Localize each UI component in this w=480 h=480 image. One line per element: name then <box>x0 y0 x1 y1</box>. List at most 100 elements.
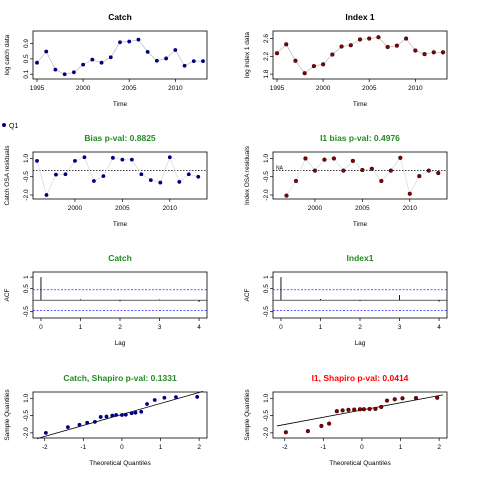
data-point <box>311 64 316 69</box>
data-point <box>440 50 446 55</box>
x-tick-label: 2000 <box>76 85 91 92</box>
plot-frame <box>32 391 208 439</box>
y-tick-label: -0.5 <box>263 171 270 183</box>
data-point <box>101 174 106 179</box>
data-point <box>413 395 419 401</box>
data-point <box>283 430 288 435</box>
x-tick-label: 2000 <box>316 85 331 92</box>
data-point <box>167 155 172 160</box>
y-tick-label: -0.5 <box>263 306 270 318</box>
plot-frame <box>272 271 448 319</box>
data-point <box>139 172 144 177</box>
series-line <box>276 36 443 74</box>
data-point <box>339 44 344 49</box>
data-point <box>341 168 346 173</box>
y-tick-label: 2.2 <box>263 51 270 60</box>
data-point <box>44 49 49 54</box>
x-axis-label: Time <box>113 221 128 228</box>
y-tick-label: -2.0 <box>23 427 30 439</box>
data-point <box>158 180 163 185</box>
data-point <box>385 44 390 50</box>
panel-title: Catch <box>108 253 132 263</box>
data-point <box>129 157 134 162</box>
data-point <box>367 406 372 412</box>
series-line <box>36 156 199 197</box>
data-point <box>92 179 96 183</box>
data-point <box>346 407 351 412</box>
data-point <box>154 58 159 63</box>
x-axis-label: Theoretical Quantiles <box>329 460 391 467</box>
x-tick-label: 4 <box>197 324 201 331</box>
y-axis-label: Catch OSA residuals <box>4 145 11 206</box>
x-tick-label: 2000 <box>68 205 83 212</box>
data-point <box>400 396 405 401</box>
data-point <box>435 395 440 400</box>
data-point <box>65 425 70 429</box>
data-point <box>62 72 67 77</box>
panel-title: Bias p-val: 0.8825 <box>84 133 156 143</box>
y-tick-label: 1 <box>263 275 270 279</box>
x-tick-label: 1995 <box>30 85 45 92</box>
x-tick-label: 0 <box>39 324 43 331</box>
data-point <box>384 398 390 403</box>
plot-frame <box>32 30 208 80</box>
x-tick-label: 2005 <box>115 205 130 212</box>
panel-title: Index 1 <box>345 12 375 22</box>
data-point <box>90 57 95 62</box>
panel-1: Catch 1995 2000 2005 2010 0.1 0.5 0.9 Time log ca… <box>4 12 208 108</box>
data-point <box>44 193 49 197</box>
data-point <box>173 48 178 52</box>
x-tick-label: 2010 <box>408 85 423 92</box>
x-tick-label: 2005 <box>355 205 370 212</box>
data-point <box>404 36 409 41</box>
y-tick-label: 0.5 <box>23 284 30 293</box>
data-point <box>120 413 124 417</box>
data-point <box>85 420 90 425</box>
y-tick-label: -0.5 <box>23 171 30 183</box>
data-point <box>373 406 378 411</box>
x-tick-label: 3 <box>158 324 162 331</box>
x-axis-label: Lag <box>355 340 366 347</box>
data-point <box>177 179 182 184</box>
data-point <box>379 178 384 184</box>
y-tick-label: 1.8 <box>263 69 270 78</box>
x-tick-label: 2005 <box>362 85 377 92</box>
data-point <box>110 155 115 160</box>
x-tick-label: 2010 <box>168 85 183 92</box>
data-point <box>407 191 412 196</box>
y-axis-label: log catch data <box>4 34 11 75</box>
x-tick-label: -2 <box>42 444 48 451</box>
data-point <box>93 420 97 424</box>
x-tick-label: 0 <box>360 444 364 451</box>
data-point <box>186 172 191 177</box>
y-axis-label: Sample Quantiles <box>244 389 251 441</box>
data-point <box>360 167 365 173</box>
data-point <box>145 50 150 54</box>
data-point <box>350 158 355 163</box>
data-point <box>327 421 332 426</box>
data-point <box>71 70 76 75</box>
data-point <box>431 50 436 55</box>
data-point <box>164 56 169 61</box>
y-tick-label: 1.0 <box>23 393 30 402</box>
data-point <box>293 178 299 184</box>
panel-8: I1, Shapiro p-val: 0.0414 -2 -1 0 1 2 -2.0 -0.5… <box>244 373 448 467</box>
data-point <box>127 39 132 44</box>
data-point <box>312 168 318 173</box>
data-point <box>394 43 399 48</box>
data-point <box>417 174 422 179</box>
data-point <box>73 158 77 163</box>
data-point <box>413 48 418 53</box>
y-tick-label: -2.0 <box>263 189 270 201</box>
data-point <box>367 36 372 41</box>
x-tick-label: 2 <box>197 444 201 451</box>
x-tick-label: 0 <box>120 444 124 451</box>
data-point <box>422 52 427 57</box>
data-point <box>334 409 339 414</box>
y-tick-label: -2.0 <box>23 189 30 201</box>
y-tick-label: -2.0 <box>263 427 270 439</box>
x-tick-label: 4 <box>437 324 441 331</box>
data-point <box>148 178 153 183</box>
data-point <box>104 414 109 419</box>
